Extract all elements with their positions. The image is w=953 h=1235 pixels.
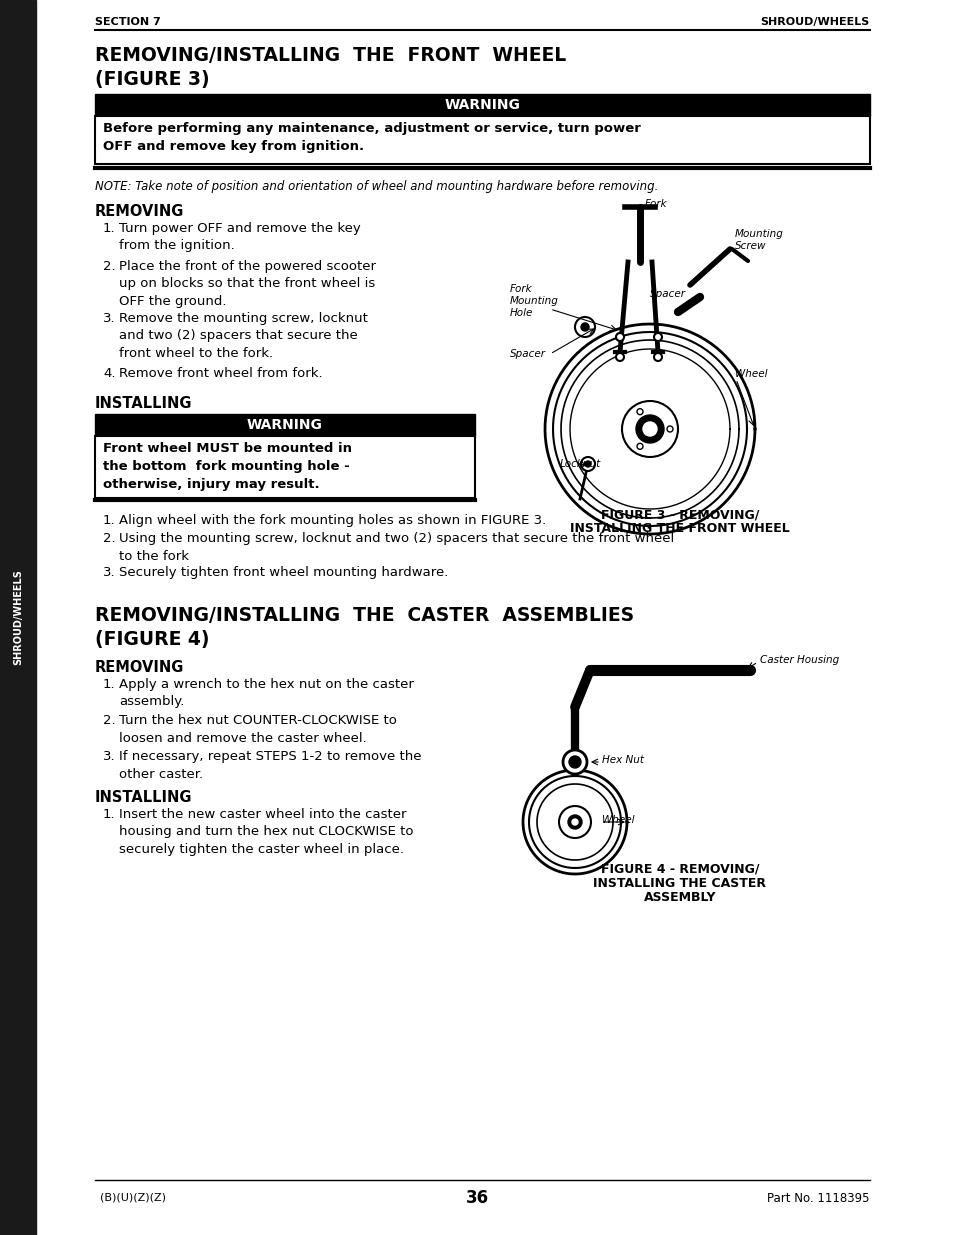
Text: FIGURE 4 - REMOVING/: FIGURE 4 - REMOVING/ (600, 863, 759, 876)
Text: 3.: 3. (103, 750, 115, 763)
Text: ASSEMBLY: ASSEMBLY (643, 890, 716, 904)
Text: INSTALLING THE FRONT WHEEL: INSTALLING THE FRONT WHEEL (570, 522, 789, 535)
Text: Align wheel with the fork mounting holes as shown in FIGURE 3.: Align wheel with the fork mounting holes… (119, 514, 546, 527)
Bar (95, 116, 869, 164)
Text: SHROUD/WHEELS: SHROUD/WHEELS (13, 569, 23, 666)
Text: Insert the new caster wheel into the caster
housing and turn the hex nut CLOCKWI: Insert the new caster wheel into the cas… (119, 808, 413, 856)
Circle shape (637, 409, 642, 415)
Circle shape (584, 461, 590, 467)
Circle shape (636, 415, 663, 443)
Text: 2.: 2. (103, 714, 115, 727)
Text: Screw: Screw (734, 241, 765, 251)
Text: 3.: 3. (103, 312, 115, 325)
Circle shape (575, 317, 595, 337)
Circle shape (567, 815, 581, 829)
Circle shape (637, 443, 642, 450)
Text: Front wheel MUST be mounted in
the bottom  fork mounting hole -
otherwise, injur: Front wheel MUST be mounted in the botto… (103, 442, 352, 492)
Text: (B)(U)(Z)(Z): (B)(U)(Z)(Z) (100, 1193, 166, 1203)
Text: Mounting: Mounting (734, 228, 783, 240)
Text: REMOVING: REMOVING (95, 659, 184, 676)
Text: If necessary, repeat STEPS 1-2 to remove the
other caster.: If necessary, repeat STEPS 1-2 to remove… (119, 750, 421, 781)
Text: Fork: Fork (510, 284, 532, 294)
Text: Locknut: Locknut (559, 459, 600, 469)
Text: Mounting: Mounting (510, 296, 558, 306)
Text: Turn power OFF and remove the key
from the ignition.: Turn power OFF and remove the key from t… (119, 222, 360, 252)
Text: Turn the hex nut COUNTER-CLOCKWISE to
loosen and remove the caster wheel.: Turn the hex nut COUNTER-CLOCKWISE to lo… (119, 714, 396, 745)
Text: 1.: 1. (103, 808, 115, 821)
Text: Place the front of the powered scooter
up on blocks so that the front wheel is
O: Place the front of the powered scooter u… (119, 261, 375, 308)
Text: Apply a wrench to the hex nut on the caster
assembly.: Apply a wrench to the hex nut on the cas… (119, 678, 414, 709)
Text: 3.: 3. (103, 566, 115, 579)
Circle shape (654, 333, 661, 341)
Text: (FIGURE 3): (FIGURE 3) (95, 70, 210, 89)
Text: REMOVING: REMOVING (95, 204, 184, 219)
Text: Part No. 1118395: Part No. 1118395 (767, 1192, 869, 1204)
Text: 36: 36 (465, 1189, 488, 1207)
Text: REMOVING/INSTALLING  THE  FRONT  WHEEL: REMOVING/INSTALLING THE FRONT WHEEL (95, 46, 566, 65)
Bar (95, 414, 475, 436)
Text: Securely tighten front wheel mounting hardware.: Securely tighten front wheel mounting ha… (119, 566, 448, 579)
Circle shape (654, 353, 661, 361)
Text: Before performing any maintenance, adjustment or service, turn power
OFF and rem: Before performing any maintenance, adjus… (103, 122, 640, 153)
Text: Wheel: Wheel (601, 815, 634, 825)
Text: Hole: Hole (510, 308, 533, 317)
Text: WARNING: WARNING (444, 98, 520, 112)
Text: Remove front wheel from fork.: Remove front wheel from fork. (119, 367, 322, 380)
Text: NOTE: Take note of position and orientation of wheel and mounting hardware befor: NOTE: Take note of position and orientat… (95, 180, 658, 193)
Text: Caster Housing: Caster Housing (760, 655, 839, 664)
Text: SHROUD/WHEELS: SHROUD/WHEELS (760, 17, 869, 27)
Bar (95, 116, 869, 164)
Text: Hex Nut: Hex Nut (601, 755, 643, 764)
Bar (95, 436, 475, 498)
Circle shape (580, 324, 588, 331)
Bar (95, 436, 475, 498)
Text: Spacer: Spacer (649, 289, 685, 299)
Circle shape (666, 426, 672, 432)
Text: 1.: 1. (103, 514, 115, 527)
Text: INSTALLING: INSTALLING (95, 396, 193, 411)
Bar (0, 0, 36, 1235)
Text: 2.: 2. (103, 532, 115, 545)
Circle shape (558, 806, 590, 839)
Text: REMOVING/INSTALLING  THE  CASTER  ASSEMBLIES: REMOVING/INSTALLING THE CASTER ASSEMBLIE… (95, 606, 634, 625)
Circle shape (616, 353, 623, 361)
Text: SECTION 7: SECTION 7 (95, 17, 161, 27)
Circle shape (616, 333, 623, 341)
Text: 1.: 1. (103, 678, 115, 692)
Circle shape (580, 457, 595, 471)
Text: INSTALLING THE CASTER: INSTALLING THE CASTER (593, 877, 765, 890)
Text: 2.: 2. (103, 261, 115, 273)
Circle shape (621, 401, 678, 457)
Text: Fork: Fork (644, 199, 667, 209)
Circle shape (642, 422, 657, 436)
Text: 1.: 1. (103, 222, 115, 235)
Bar (95, 94, 869, 116)
Text: 4.: 4. (103, 367, 115, 380)
Text: Spacer: Spacer (510, 350, 545, 359)
Text: Wheel: Wheel (734, 369, 767, 379)
Circle shape (572, 819, 578, 825)
Circle shape (562, 750, 586, 774)
Text: Remove the mounting screw, locknut
and two (2) spacers that secure the
front whe: Remove the mounting screw, locknut and t… (119, 312, 368, 359)
Text: FIGURE 3 - REMOVING/: FIGURE 3 - REMOVING/ (600, 508, 759, 521)
Text: WARNING: WARNING (247, 417, 323, 432)
Text: (FIGURE 4): (FIGURE 4) (95, 630, 210, 650)
Text: Using the mounting screw, locknut and two (2) spacers that secure the front whee: Using the mounting screw, locknut and tw… (119, 532, 674, 562)
Text: INSTALLING: INSTALLING (95, 790, 193, 805)
Circle shape (568, 756, 580, 768)
